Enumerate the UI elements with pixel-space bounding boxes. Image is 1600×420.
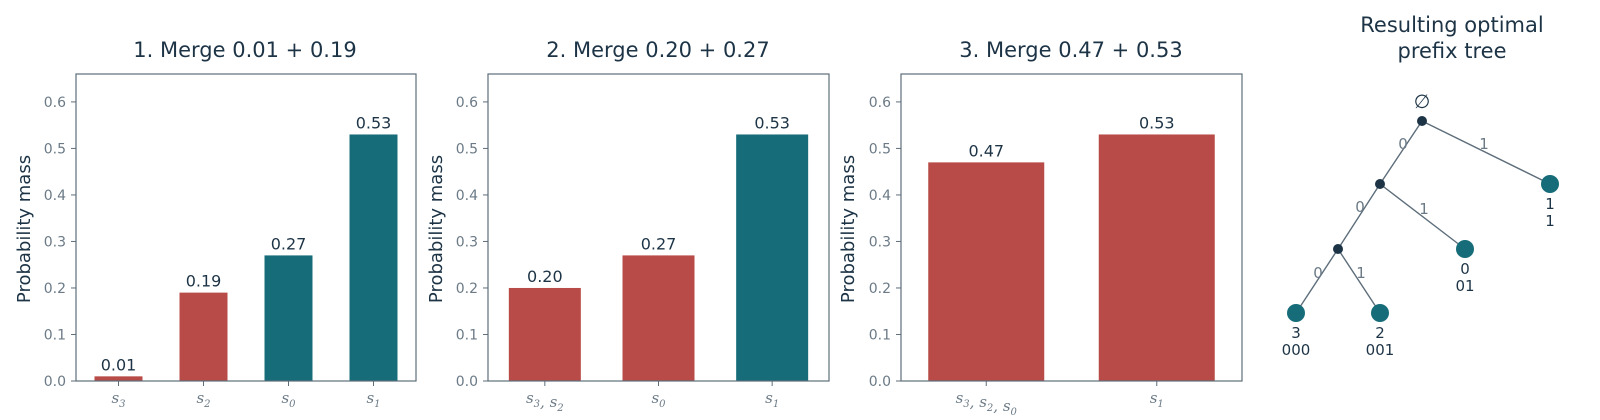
chart-panel-3: 3. Merge 0.47 + 0.53 Probability mass 0.… bbox=[838, 38, 1243, 418]
tree-title-line-2: prefix tree bbox=[1398, 39, 1507, 63]
y-axis-ticks: 0.0 0.1 0.2 0.3 0.4 0.5 0.6 bbox=[44, 95, 76, 390]
leaf-node bbox=[1287, 304, 1305, 322]
internal-node bbox=[1375, 179, 1385, 189]
tree-edge bbox=[1295, 248, 1339, 314]
y-axis-ticks: 0.0 0.1 0.2 0.3 0.4 0.5 0.6 bbox=[456, 95, 488, 390]
internal-node bbox=[1333, 244, 1343, 254]
y-tick-label: 0.3 bbox=[44, 234, 66, 250]
root-symbol: ∅ bbox=[1414, 91, 1431, 113]
y-tick-label: 0.0 bbox=[456, 374, 478, 390]
bar-value-label: 0.20 bbox=[527, 267, 563, 286]
bar-value-label: 0.27 bbox=[271, 234, 307, 253]
y-axis-label: Probability mass bbox=[838, 155, 859, 303]
y-tick-label: 0.1 bbox=[869, 327, 891, 343]
x-tick-label: s1 bbox=[366, 389, 380, 410]
chart-title: 1. Merge 0.01 + 0.19 bbox=[133, 38, 356, 62]
edge-label: 1 bbox=[1419, 200, 1429, 218]
y-tick-label: 0.4 bbox=[869, 188, 891, 204]
x-tick-label: s0 bbox=[281, 389, 296, 410]
leaf-symbol: 3 bbox=[1291, 324, 1301, 342]
bar bbox=[928, 162, 1045, 381]
y-tick-label: 0.0 bbox=[44, 374, 66, 390]
tree-edge bbox=[1337, 183, 1381, 250]
bar-value-label: 0.47 bbox=[968, 141, 1004, 160]
leaf-code: 01 bbox=[1455, 277, 1474, 295]
plot-frame bbox=[75, 73, 417, 382]
chart-title: 3. Merge 0.47 + 0.53 bbox=[959, 38, 1182, 62]
edge-label: 0 bbox=[1398, 135, 1408, 153]
y-tick-label: 0.6 bbox=[456, 95, 478, 111]
y-tick-label: 0.2 bbox=[44, 281, 66, 297]
y-tick-label: 0.2 bbox=[869, 281, 891, 297]
y-tick-label: 0.3 bbox=[869, 234, 891, 250]
y-axis-label: Probability mass bbox=[14, 155, 35, 303]
bar bbox=[1098, 134, 1215, 381]
leaf-symbol: 0 bbox=[1460, 260, 1470, 278]
bars: 0.47 s3, s2, s0 0.53 s1 bbox=[928, 113, 1215, 418]
tree-title-line-1: Resulting optimal bbox=[1360, 13, 1543, 37]
prefix-tree: Resulting optimal prefix tree 0 1 0 1 0 … bbox=[1282, 13, 1559, 359]
edge-label: 0 bbox=[1355, 198, 1365, 216]
leaf-node bbox=[1456, 240, 1474, 258]
bar-value-label: 0.53 bbox=[1139, 113, 1175, 132]
edge-label: 1 bbox=[1479, 135, 1489, 153]
x-tick-label: s3 bbox=[111, 389, 125, 410]
chart-panel-2: 2. Merge 0.20 + 0.27 Probability mass 0.… bbox=[426, 38, 830, 414]
y-tick-label: 0.6 bbox=[44, 95, 66, 111]
y-tick-label: 0.5 bbox=[456, 141, 478, 157]
internal-node bbox=[1417, 116, 1427, 126]
x-tick-label: s2 bbox=[196, 389, 210, 410]
leaf-code: 1 bbox=[1545, 212, 1555, 230]
y-tick-label: 0.4 bbox=[456, 188, 478, 204]
leaf-node bbox=[1371, 304, 1389, 322]
edge-label: 0 bbox=[1313, 264, 1323, 282]
leaf-node bbox=[1541, 175, 1559, 193]
y-tick-label: 0.5 bbox=[44, 141, 66, 157]
y-axis-label: Probability mass bbox=[426, 155, 447, 303]
x-tick-label: s0 bbox=[651, 389, 666, 410]
y-tick-label: 0.1 bbox=[456, 327, 478, 343]
tree-edge bbox=[1379, 120, 1423, 185]
y-tick-label: 0.1 bbox=[44, 327, 66, 343]
bar-value-label: 0.53 bbox=[356, 113, 392, 132]
y-tick-label: 0.3 bbox=[456, 234, 478, 250]
bar bbox=[349, 134, 398, 381]
tree-edge bbox=[1421, 120, 1551, 185]
chart-title: 2. Merge 0.20 + 0.27 bbox=[546, 38, 769, 62]
bar bbox=[264, 255, 313, 381]
y-tick-label: 0.0 bbox=[869, 374, 891, 390]
x-tick-label: s3, s2 bbox=[526, 389, 564, 414]
bar bbox=[179, 292, 228, 381]
bar-value-label: 0.19 bbox=[186, 272, 222, 291]
bar bbox=[94, 376, 143, 381]
bar-value-label: 0.53 bbox=[754, 113, 790, 132]
x-tick-label: s1 bbox=[1150, 389, 1164, 410]
bar-value-label: 0.01 bbox=[101, 355, 137, 374]
bar bbox=[622, 255, 695, 381]
tree-edge bbox=[1337, 248, 1381, 314]
tree-edge bbox=[1379, 183, 1466, 250]
leaf-symbol: 2 bbox=[1375, 324, 1385, 342]
bar bbox=[736, 134, 809, 381]
leaf-symbol: 1 bbox=[1545, 195, 1555, 213]
edge-label: 1 bbox=[1356, 264, 1366, 282]
bar-value-label: 0.27 bbox=[641, 234, 677, 253]
y-tick-label: 0.2 bbox=[456, 281, 478, 297]
leaf-code: 000 bbox=[1282, 341, 1311, 359]
bars: 0.20 s3, s2 0.27 s0 0.53 s1 bbox=[508, 113, 809, 414]
chart-panel-1: 1. Merge 0.01 + 0.19 Probability mass 0.… bbox=[14, 38, 417, 410]
y-tick-label: 0.5 bbox=[869, 141, 891, 157]
bars: 0.01 s3 0.19 s2 0.27 s0 0.53 s1 bbox=[94, 113, 398, 410]
x-tick-label: s3, s2, s0 bbox=[956, 389, 1018, 418]
y-axis-ticks: 0.0 0.1 0.2 0.3 0.4 0.5 0.6 bbox=[869, 95, 901, 390]
y-tick-label: 0.6 bbox=[869, 95, 891, 111]
plot-frame bbox=[487, 73, 830, 382]
bar bbox=[508, 287, 581, 381]
leaf-code: 001 bbox=[1366, 341, 1395, 359]
y-tick-label: 0.4 bbox=[44, 188, 66, 204]
plot-frame bbox=[900, 73, 1243, 382]
x-tick-label: s1 bbox=[765, 389, 779, 410]
